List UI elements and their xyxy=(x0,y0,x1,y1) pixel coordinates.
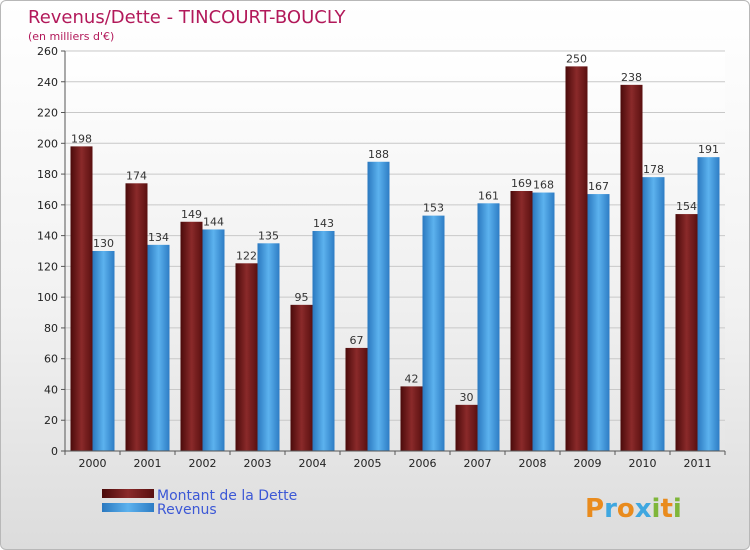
logo-letter: t xyxy=(660,494,672,524)
data-label-dette: 149 xyxy=(181,208,202,221)
data-label-dette: 238 xyxy=(621,71,642,84)
bars xyxy=(70,66,720,452)
y-tick-label: 120 xyxy=(37,260,58,273)
data-label-revenus: 178 xyxy=(643,163,664,176)
bar-revenus xyxy=(697,157,720,451)
data-label-dette: 95 xyxy=(295,291,309,304)
chart-subtitle: (en milliers d'€) xyxy=(28,30,114,43)
data-label-revenus: 143 xyxy=(313,217,334,230)
bar-revenus xyxy=(312,231,335,451)
data-label-dette: 154 xyxy=(676,200,697,213)
legend-swatch-revenus xyxy=(102,503,154,512)
axes: 0 20 40 60 80 100 120 140 160 180 200 220 240 260 2000… xyxy=(37,45,726,470)
proxiti-logo: Proxiti xyxy=(585,494,682,524)
x-tick-label: 2003 xyxy=(244,457,272,470)
logo-letter: P xyxy=(585,494,604,524)
bar-dette xyxy=(620,84,643,451)
bar-dette xyxy=(510,191,533,451)
data-label-dette: 42 xyxy=(405,372,419,385)
x-tick-label: 2010 xyxy=(629,457,657,470)
data-label-revenus: 168 xyxy=(533,179,554,192)
data-label-dette: 174 xyxy=(126,169,147,182)
legend-swatch-dette xyxy=(102,489,154,498)
y-tick-label: 80 xyxy=(44,322,58,335)
x-tick-label: 2005 xyxy=(354,457,382,470)
bar-dette xyxy=(675,214,698,451)
legend-label-dette: Montant de la Dette xyxy=(157,488,297,504)
data-label-revenus: 188 xyxy=(368,148,389,161)
data-label-revenus: 144 xyxy=(203,215,224,228)
data-label-revenus: 130 xyxy=(93,237,114,250)
y-tick-label: 160 xyxy=(37,199,58,212)
bar-revenus xyxy=(92,251,115,451)
bar-dette xyxy=(235,263,258,451)
data-label-revenus: 167 xyxy=(588,180,609,193)
x-tick-label: 2004 xyxy=(299,457,327,470)
bar-dette xyxy=(180,221,203,451)
bar-revenus xyxy=(477,203,500,451)
x-tick-label: 2002 xyxy=(189,457,217,470)
x-tick-label: 2007 xyxy=(464,457,492,470)
y-tick-label: 0 xyxy=(51,445,58,458)
y-tick-label: 20 xyxy=(44,414,58,427)
chart-title: Revenus/Dette - TINCOURT-BOUCLY xyxy=(28,7,346,28)
bar-revenus xyxy=(257,243,280,451)
y-tick-label: 60 xyxy=(44,353,58,366)
data-label-revenus: 191 xyxy=(698,143,719,156)
y-tick-label: 180 xyxy=(37,168,58,181)
bar-revenus xyxy=(642,177,665,451)
bar-dette xyxy=(70,146,93,451)
data-label-dette: 30 xyxy=(460,391,474,404)
x-tick-label: 2001 xyxy=(134,457,162,470)
logo-letter: o xyxy=(617,494,635,524)
y-tick-label: 200 xyxy=(37,137,58,150)
bar-revenus xyxy=(367,161,390,451)
legend-label-revenus: Revenus xyxy=(157,502,217,518)
data-label-revenus: 153 xyxy=(423,202,444,215)
x-tick-label: 2008 xyxy=(519,457,547,470)
data-label-dette: 250 xyxy=(566,52,587,65)
bar-dette xyxy=(565,66,588,451)
x-tick-label: 2009 xyxy=(574,457,602,470)
x-tick-label: 2011 xyxy=(684,457,712,470)
y-tick-label: 220 xyxy=(37,107,58,120)
y-tick-label: 100 xyxy=(37,291,58,304)
data-label-dette: 67 xyxy=(350,334,364,347)
legend: Montant de la Dette Revenus xyxy=(102,488,297,518)
y-tick-label: 40 xyxy=(44,383,58,396)
bar-dette xyxy=(125,183,148,452)
logo-letter: x xyxy=(635,494,652,524)
bar-dette xyxy=(290,304,313,451)
data-label-revenus: 134 xyxy=(148,231,169,244)
plot-area xyxy=(65,51,725,451)
y-tick-label: 140 xyxy=(37,230,58,243)
bar-revenus xyxy=(587,194,610,452)
y-tick-label: 260 xyxy=(37,45,58,58)
logo-letter: i xyxy=(673,494,682,524)
bar-revenus xyxy=(422,215,445,451)
data-label-dette: 169 xyxy=(511,177,532,190)
x-tick-label: 2006 xyxy=(409,457,437,470)
logo-letter: r xyxy=(604,494,617,524)
bar-dette xyxy=(455,404,478,451)
bar-revenus xyxy=(202,229,225,451)
x-tick-label: 2000 xyxy=(79,457,107,470)
y-tick-label: 240 xyxy=(37,76,58,89)
data-label-dette: 122 xyxy=(236,249,257,262)
gridlines xyxy=(65,50,725,421)
logo-letter: i xyxy=(652,494,661,524)
bar-dette xyxy=(345,347,368,451)
bar-revenus xyxy=(532,192,555,452)
data-label-dette: 198 xyxy=(71,132,92,145)
bar-dette xyxy=(400,386,423,451)
bar-revenus xyxy=(147,244,170,451)
data-label-revenus: 161 xyxy=(478,189,499,202)
data-label-revenus: 135 xyxy=(258,229,279,242)
